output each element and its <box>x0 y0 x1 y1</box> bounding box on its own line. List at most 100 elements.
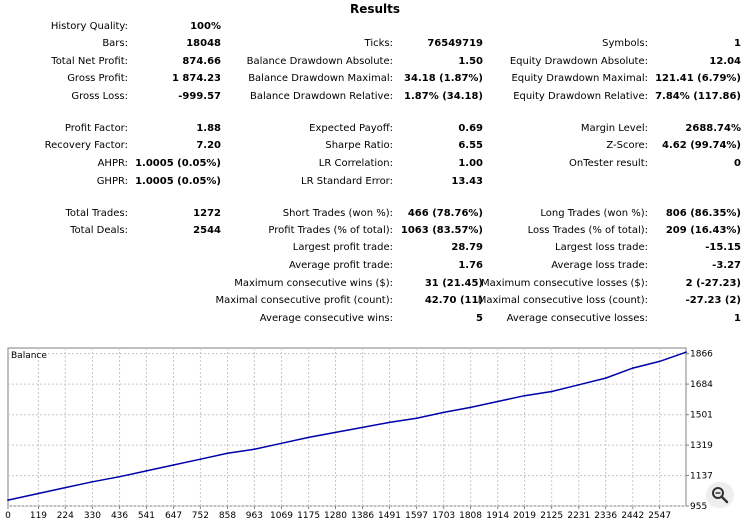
stat-label: LR Standard Error: <box>301 176 393 187</box>
data-point <box>550 390 553 393</box>
x-tick-label: 224 <box>57 511 74 521</box>
stat-value: 2544 <box>193 225 221 236</box>
stat-value: 0.69 <box>458 123 483 134</box>
stat-value: 76549719 <box>427 38 483 49</box>
x-tick-label: 1703 <box>432 511 455 521</box>
stat-value: 1.87% (34.18) <box>404 91 483 102</box>
stat-label: Total Net Profit: <box>51 56 128 67</box>
data-point <box>523 394 526 397</box>
stat-value: 4.62 (99.74%) <box>662 140 741 151</box>
x-tick-label: 752 <box>192 511 209 521</box>
stat-value: 6.55 <box>458 140 483 151</box>
data-point <box>7 499 9 502</box>
stat-value: 1 874.23 <box>171 73 221 84</box>
stat-value: 1.88 <box>196 123 221 134</box>
stat-label: Balance Drawdown Absolute: <box>246 56 393 67</box>
data-point <box>388 421 391 424</box>
stat-label: Average consecutive losses: <box>506 313 648 324</box>
stat-value: 12.04 <box>709 56 741 67</box>
stat-value: 34.18 (1.87%) <box>404 73 483 84</box>
stat-value: -3.27 <box>712 260 741 271</box>
stat-label: Bars: <box>102 38 128 49</box>
data-point <box>307 436 310 439</box>
stat-label: Average profit trade: <box>288 260 393 271</box>
data-point <box>118 475 121 478</box>
x-tick-label: 541 <box>138 511 155 521</box>
stat-label: Maximal consecutive loss (count): <box>477 295 648 306</box>
stat-value: 18048 <box>186 38 221 49</box>
stat-value: 1.0005 (0.05%) <box>135 176 221 187</box>
stat-value: 7.20 <box>196 140 221 151</box>
stat-label: OnTester result: <box>568 158 648 169</box>
data-point <box>361 426 364 429</box>
stat-label: Average loss trade: <box>551 260 648 271</box>
x-tick-label: 1386 <box>351 511 374 521</box>
x-tick-label: 0 <box>5 511 11 521</box>
data-point <box>685 351 687 354</box>
data-point <box>226 452 229 455</box>
stat-value: 7.84% (117.86) <box>655 91 741 102</box>
balance-chart: 0 119 224 330 436 541 647 752 858 963 1069 1175 1280… <box>5 347 713 521</box>
stat-label: Symbols: <box>602 38 648 49</box>
stat-value: 5 <box>476 313 483 324</box>
stat-label: Maximal consecutive profit (count): <box>215 295 393 306</box>
x-tick-label: 1175 <box>297 511 320 521</box>
y-tick-label: 955 <box>690 502 707 512</box>
stat-value: 31 (21.45) <box>424 278 483 289</box>
stat-value: 1.76 <box>458 260 483 271</box>
stat-value: 0 <box>734 158 741 169</box>
data-point <box>64 486 67 489</box>
stat-label: Average consecutive wins: <box>259 313 393 324</box>
data-point <box>172 464 175 466</box>
x-tick-label: 1597 <box>405 511 428 521</box>
stat-value: 42.70 (11) <box>424 295 483 306</box>
x-tick-label: 1914 <box>486 511 509 521</box>
stat-label: Margin Level: <box>580 123 648 134</box>
x-tick-label: 2019 <box>513 511 536 521</box>
stat-label: Sharpe Ratio: <box>325 140 393 151</box>
zoom-icon <box>712 487 729 504</box>
plot-area <box>7 347 687 507</box>
stat-value: 2 (-27.23) <box>685 278 741 289</box>
stat-label: Balance Drawdown Maximal: <box>248 73 393 84</box>
data-point <box>280 442 283 445</box>
stat-value: 466 (78.76%) <box>407 208 483 219</box>
stat-label: Equity Drawdown Absolute: <box>509 56 648 67</box>
y-tick-label: 1866 <box>690 350 713 360</box>
x-tick-label: 858 <box>219 511 236 521</box>
stat-value: 100% <box>190 21 221 32</box>
stat-value: -27.23 (2) <box>685 295 741 306</box>
zoom-button[interactable] <box>706 482 734 508</box>
stat-value: 874.66 <box>182 56 221 67</box>
stat-value: 209 (16.43%) <box>665 225 741 236</box>
x-tick-label: 1808 <box>459 511 482 521</box>
x-tick-label: 963 <box>246 511 263 521</box>
data-point <box>442 411 445 414</box>
stat-value: 2688.74% <box>685 123 741 134</box>
chart-title: Balance <box>11 351 47 361</box>
stat-label: Largest profit trade: <box>292 242 393 253</box>
data-point <box>145 469 148 472</box>
stat-label: Balance Drawdown Relative: <box>249 91 393 102</box>
stat-label: Equity Drawdown Relative: <box>513 91 648 102</box>
stat-label: Profit Factor: <box>64 123 128 134</box>
data-point <box>604 377 607 379</box>
stat-label: AHPR: <box>97 158 128 169</box>
stat-value: -999.57 <box>178 91 221 102</box>
stat-label: Z-Score: <box>606 140 648 151</box>
data-point <box>496 400 499 403</box>
y-tick-label: 1501 <box>690 411 713 421</box>
stat-label: Total Trades: <box>65 208 129 219</box>
stat-label: Recovery Factor: <box>44 140 128 151</box>
stat-value: 1.50 <box>458 56 483 67</box>
y-tick-label: 1137 <box>690 472 713 482</box>
stat-label: Largest loss trade: <box>555 242 648 253</box>
stat-label: LR Correlation: <box>318 158 393 169</box>
x-tick-label: 2231 <box>567 511 590 521</box>
stat-label: GHPR: <box>96 176 128 187</box>
page-title: Results <box>349 2 401 16</box>
stat-value: 1.00 <box>458 158 483 169</box>
stat-label: Gross Profit: <box>67 73 128 84</box>
data-point <box>631 367 634 369</box>
stat-value: 1 <box>734 313 741 324</box>
